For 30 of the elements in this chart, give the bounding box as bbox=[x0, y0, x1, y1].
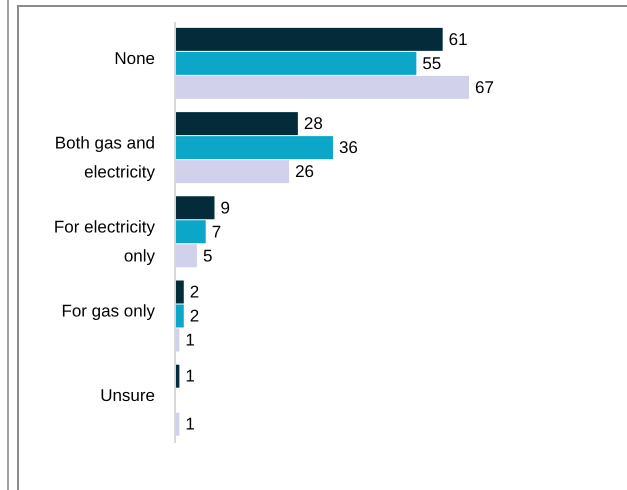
data-label: 1 bbox=[185, 330, 195, 350]
bar bbox=[175, 28, 443, 51]
data-label: 9 bbox=[220, 198, 230, 218]
data-label: 2 bbox=[190, 282, 200, 302]
data-label: 2 bbox=[190, 306, 200, 326]
bar bbox=[175, 76, 469, 99]
data-label: 7 bbox=[212, 222, 222, 242]
y-tick-label: None bbox=[114, 49, 155, 68]
data-label: 61 bbox=[448, 30, 468, 49]
y-tick-label: Both gas and electricity bbox=[54, 133, 156, 182]
bar bbox=[175, 280, 184, 304]
bar bbox=[175, 52, 416, 75]
y-tick-label: For electricity only bbox=[54, 218, 156, 266]
data-label: 26 bbox=[295, 162, 314, 182]
bar bbox=[175, 136, 333, 160]
bar bbox=[175, 244, 197, 268]
data-label: 67 bbox=[475, 78, 494, 97]
bar bbox=[175, 196, 214, 220]
bar bbox=[175, 304, 184, 328]
data-label: 5 bbox=[202, 246, 212, 266]
data-label: 55 bbox=[422, 54, 442, 73]
y-tick-label: For gas only bbox=[61, 302, 156, 321]
bar bbox=[175, 220, 206, 244]
data-label: 1 bbox=[185, 414, 195, 434]
bar bbox=[175, 160, 290, 184]
data-label: 36 bbox=[338, 138, 358, 158]
data-label: 1 bbox=[185, 366, 195, 386]
data-label: 28 bbox=[304, 114, 323, 134]
y-tick-label: Unsure bbox=[100, 386, 155, 405]
bar bbox=[175, 112, 298, 136]
